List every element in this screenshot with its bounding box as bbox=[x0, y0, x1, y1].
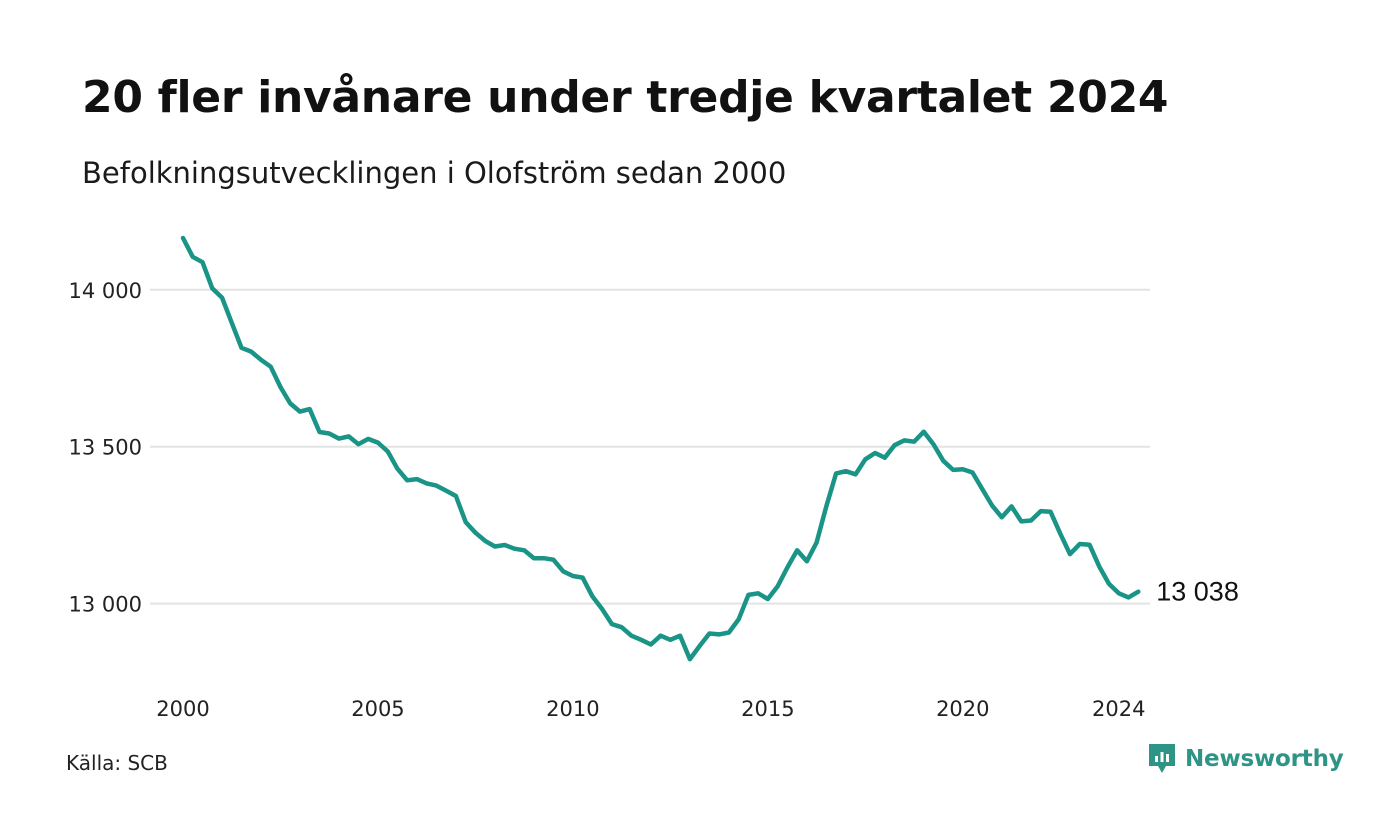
brand-logo: Newsworthy bbox=[1147, 742, 1344, 776]
x-tick-label: 2024 bbox=[1092, 697, 1145, 721]
y-axis-ticks: 13 000 13 500 14 000 bbox=[69, 279, 142, 617]
x-tick-label: 2020 bbox=[936, 697, 989, 721]
brand-name: Newsworthy bbox=[1185, 746, 1344, 772]
series-layer bbox=[180, 235, 1141, 662]
gridlines bbox=[150, 288, 1150, 605]
chart-title: 20 fler invånare under tredje kvartalet … bbox=[82, 72, 1169, 123]
source-note: Källa: SCB bbox=[66, 751, 168, 775]
x-tick-label: 2000 bbox=[156, 697, 209, 721]
y-tick-label: 14 000 bbox=[69, 279, 142, 303]
x-tick-label: 2010 bbox=[546, 697, 599, 721]
population-line bbox=[180, 235, 1141, 662]
end-value-label: 13 038 bbox=[1156, 577, 1239, 607]
chart-subtitle: Befolkningsutvecklingen i Olofström seda… bbox=[82, 156, 787, 190]
newsworthy-logo-icon bbox=[1149, 744, 1175, 773]
y-tick-label: 13 500 bbox=[69, 436, 142, 460]
y-tick-label: 13 000 bbox=[69, 593, 142, 617]
x-axis-ticks: 2000 2005 2010 2015 2020 2024 bbox=[156, 697, 1145, 721]
x-tick-label: 2005 bbox=[351, 697, 404, 721]
x-tick-label: 2015 bbox=[741, 697, 794, 721]
